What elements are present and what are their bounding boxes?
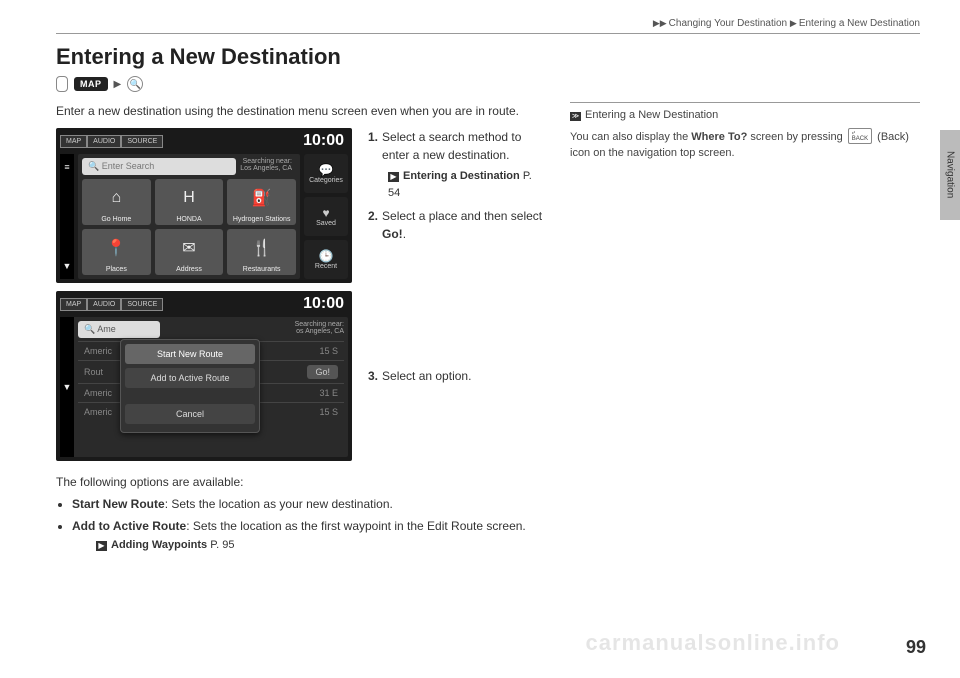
ss-search-field: 🔍 Enter Search (82, 158, 236, 175)
ss-right-item: ♥Saved (304, 197, 348, 236)
page-number: 99 (906, 637, 926, 658)
options-intro: The following options are available: (56, 475, 546, 489)
side-note: ≫Entering a New Destination You can also… (570, 102, 920, 162)
screenshot-where-to: MAP AUDIO SOURCE 10:00 ≡ ▼ (56, 128, 352, 283)
screenshot-route-options: MAP AUDIO SOURCE 10:00 ▼ 🔍 Ame Searching… (56, 291, 352, 461)
map-button-badge: MAP (74, 77, 108, 91)
ss-tab: AUDIO (87, 298, 121, 311)
ss-near: Searching near: Los Angeles, CA (240, 158, 296, 172)
breadcrumb-part2: Entering a New Destination (799, 18, 920, 29)
menu-icon: ≡ (64, 162, 69, 172)
option-xref: ▶Adding Waypoints P. 95 (96, 537, 546, 554)
ss-grid-cell: 🍴Restaurants (227, 229, 296, 275)
bc-arrow-icon: ▶▶ (653, 18, 667, 28)
voice-icon (56, 76, 68, 92)
section-tab: Navigation (940, 130, 960, 220)
option-item: Add to Active Route: Sets the location a… (72, 517, 546, 554)
side-note-title: ≫Entering a New Destination (570, 107, 920, 124)
ss-clock: 10:00 (303, 295, 344, 313)
ss-grid-cell: ✉Address (155, 229, 224, 275)
step-text: Select an option. (382, 367, 471, 385)
step-number: 3. (368, 367, 378, 385)
ss-popup: Start New Route Add to Active Route Canc… (120, 339, 260, 433)
back-icon: ⤶BACK (848, 128, 872, 144)
ss-tab: AUDIO (87, 135, 121, 148)
xref-arrow-icon: ▶ (388, 172, 399, 182)
popup-cancel: Cancel (125, 404, 255, 424)
ss-grid-cell: 📍Places (82, 229, 151, 275)
option-item: Start New Route: Sets the location as yo… (72, 495, 546, 513)
icon-row: MAP ▶ 🔍 (56, 76, 920, 92)
chevron-down-icon: ▼ (63, 382, 72, 392)
side-note-body: You can also display the Where To? scree… (570, 128, 920, 162)
step-number: 1. (368, 128, 378, 164)
book-icon: ≫ (570, 112, 581, 121)
breadcrumb-part1: Changing Your Destination (669, 18, 787, 29)
then-arrow-icon: ▶ (114, 79, 122, 90)
breadcrumb: ▶▶Changing Your Destination ▶Entering a … (56, 18, 920, 34)
step-text: Select a place and then select Go!. (382, 207, 546, 243)
ss-near: Searching near: os Angeles, CA (295, 321, 344, 335)
ss-tab: MAP (60, 298, 87, 311)
popup-item: Add to Active Route (125, 368, 255, 388)
popup-item: Start New Route (125, 344, 255, 364)
search-circle-icon: 🔍 (127, 76, 143, 92)
step-xref: ▶Entering a Destination P. 54 (388, 168, 546, 201)
ss-grid-cell: ⌂Go Home (82, 179, 151, 225)
ss-right-item: 🕒Recent (304, 240, 348, 279)
ss-tab: MAP (60, 135, 87, 148)
watermark: carmanualsonline.info (586, 630, 841, 656)
step-number: 2. (368, 207, 378, 243)
intro-text: Enter a new destination using the destin… (56, 102, 546, 120)
page-title: Entering a New Destination (56, 44, 920, 70)
ss-left-stripe: ≡ ▼ (60, 154, 74, 279)
ss-right-item: 💬Categories (304, 154, 348, 193)
ss-tab: SOURCE (121, 135, 163, 148)
ss-search-field: 🔍 Ame (78, 321, 160, 338)
chevron-down-icon: ▼ (63, 261, 72, 271)
ss-grid-cell: HHONDA (155, 179, 224, 225)
step-text: Select a search method to enter a new de… (382, 128, 546, 164)
xref-arrow-icon: ▶ (96, 541, 107, 551)
ss-tab: SOURCE (121, 298, 163, 311)
ss-grid-cell: ⛽Hydrogen Stations (227, 179, 296, 225)
ss-clock: 10:00 (303, 132, 344, 150)
ss-left-stripe: ▼ (60, 317, 74, 457)
bc-arrow-icon: ▶ (790, 18, 797, 28)
